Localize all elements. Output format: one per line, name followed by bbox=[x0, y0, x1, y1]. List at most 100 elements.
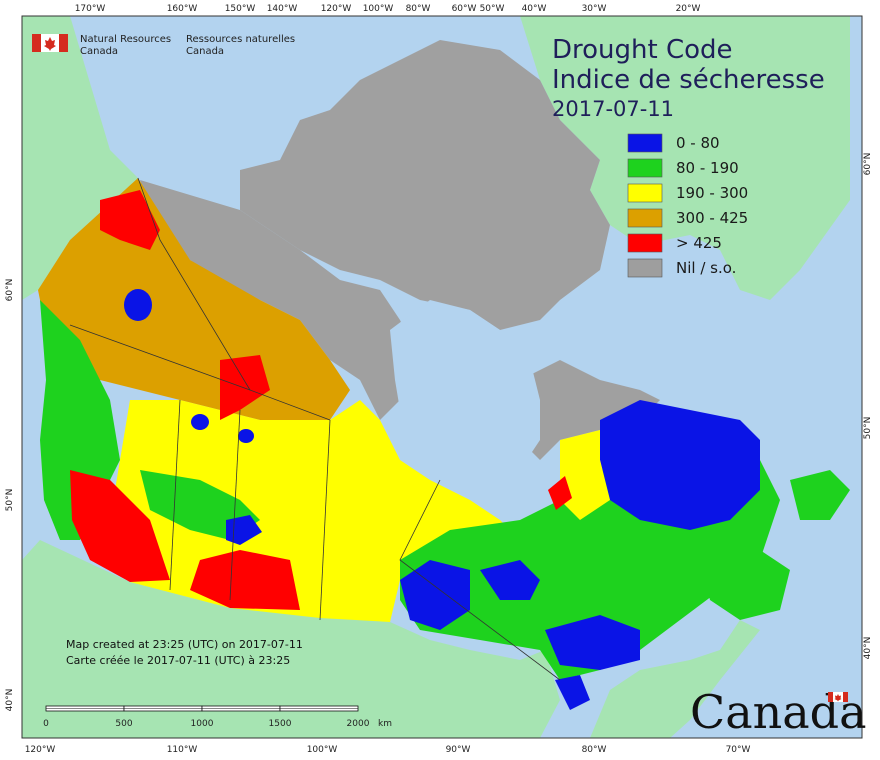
wordmark-leaf-icon bbox=[834, 694, 842, 702]
wordmark-flag bbox=[828, 692, 848, 702]
left-latitude-label: 60°N bbox=[5, 279, 15, 302]
flag-logo bbox=[32, 34, 68, 52]
quebec-blue bbox=[600, 400, 760, 530]
top-longitude-label: 160°W bbox=[167, 4, 198, 14]
wordmark-flag-left bbox=[828, 692, 833, 702]
legend-label: 80 - 190 bbox=[676, 159, 739, 177]
top-longitude-label: 170°W bbox=[75, 4, 106, 14]
left-latitude-label: 50°N bbox=[5, 489, 15, 512]
bc-interior-red bbox=[70, 470, 170, 582]
scale-ticks: 0 500 1000 1500 2000 km bbox=[43, 719, 392, 729]
bottom-longitude-label: 100°W bbox=[307, 745, 338, 755]
flag-left-band bbox=[32, 34, 41, 52]
yukon-blue-spot bbox=[124, 289, 152, 321]
border-yukon-nwt bbox=[137, 177, 251, 391]
james-bay-yellow bbox=[560, 430, 610, 520]
scale-unit: km bbox=[378, 719, 392, 729]
legend-label: 0 - 80 bbox=[676, 134, 720, 152]
title-line2: Indice de sécheresse bbox=[552, 65, 825, 95]
prairie-red bbox=[190, 550, 300, 610]
bottom-longitude-label: 120°W bbox=[25, 745, 56, 755]
scale-tick-label: 1000 bbox=[191, 719, 214, 729]
left-latitude-label: 40°N bbox=[5, 689, 15, 712]
greenland bbox=[520, 16, 850, 300]
alaska bbox=[22, 16, 138, 300]
sask-blue-spot bbox=[238, 429, 254, 443]
top-longitude-label: 20°W bbox=[676, 4, 701, 14]
legend-swatch bbox=[627, 233, 663, 253]
bottom-longitude-label: 110°W bbox=[167, 745, 198, 755]
map-border bbox=[21, 15, 863, 739]
prairie-blue bbox=[226, 515, 262, 545]
title-date: 2017-07-11 bbox=[552, 97, 674, 121]
top-longitude-label: 40°W bbox=[522, 4, 547, 14]
agency-en-line2: Canada bbox=[80, 46, 118, 57]
border-on-qc bbox=[399, 479, 561, 681]
right-latitude-label: 50°N bbox=[863, 417, 873, 440]
legend: 0 - 80 80 - 190 190 - 300 300 - 425 > 425 Nil… bbox=[627, 133, 748, 278]
ontario-blue bbox=[400, 560, 470, 630]
nwt-blue-spot bbox=[191, 414, 209, 430]
provincial-borders bbox=[69, 177, 561, 681]
south-quebec-blue bbox=[545, 615, 640, 670]
top-longitude-label: 120°W bbox=[321, 4, 352, 14]
right-latitude-label: 60°N bbox=[863, 153, 873, 176]
top-longitude-label: 60°W bbox=[452, 4, 477, 14]
legend-swatch bbox=[627, 158, 663, 178]
top-longitude-label: 80°W bbox=[406, 4, 431, 14]
legend-label: 300 - 425 bbox=[676, 209, 748, 227]
newfoundland bbox=[790, 470, 850, 520]
legend-swatch bbox=[627, 183, 663, 203]
border-mb-on bbox=[319, 419, 331, 621]
hudson-bay bbox=[390, 300, 540, 470]
bottom-longitude-label: 70°W bbox=[726, 745, 751, 755]
top-longitude-label: 30°W bbox=[582, 4, 607, 14]
agency-en-line1: Natural Resources bbox=[80, 34, 171, 45]
wordmark-flag-right bbox=[843, 692, 848, 702]
maple-leaf-icon bbox=[44, 37, 56, 51]
top-longitude-label: 140°W bbox=[267, 4, 298, 14]
agency-fr-line1: Ressources naturelles bbox=[186, 34, 295, 45]
great-lakes-blue bbox=[555, 675, 590, 710]
legend-label: > 425 bbox=[676, 234, 722, 252]
maritimes bbox=[700, 550, 790, 620]
scale-tick-label: 500 bbox=[115, 719, 132, 729]
legend-swatch bbox=[627, 208, 663, 228]
ontario-blue-2 bbox=[480, 560, 540, 600]
james-bay-red bbox=[548, 476, 572, 510]
title-line1: Drought Code bbox=[552, 35, 733, 65]
arctic-archipelago bbox=[240, 40, 610, 330]
bottom-longitude-label: 90°W bbox=[446, 745, 471, 755]
right-latitude-label: 40°N bbox=[863, 637, 873, 660]
labrador-nil bbox=[520, 360, 660, 460]
top-longitude-label: 100°W bbox=[363, 4, 394, 14]
northern-bc-red bbox=[100, 190, 160, 250]
united-states bbox=[22, 540, 560, 738]
agency-fr-line2: Canada bbox=[186, 46, 224, 57]
border-ab-sk bbox=[169, 399, 181, 591]
legend-label: Nil / s.o. bbox=[676, 259, 736, 277]
scale-tick-label: 0 bbox=[43, 719, 49, 729]
scale-bar bbox=[45, 705, 359, 712]
northern-mainland-nil bbox=[140, 180, 420, 420]
right-latitude-labels: 60°N 50°N 40°N bbox=[863, 153, 873, 660]
bottom-longitude-label: 80°W bbox=[582, 745, 607, 755]
scale-tick-label: 1500 bbox=[269, 719, 292, 729]
legend-swatch bbox=[627, 258, 663, 278]
border-sk-mb bbox=[229, 409, 241, 601]
united-states-east bbox=[590, 620, 760, 738]
legend-label: 190 - 300 bbox=[676, 184, 748, 202]
created-en: Map created at 23:25 (UTC) on 2017-07-11 bbox=[66, 638, 303, 651]
western-orange bbox=[38, 178, 350, 430]
top-longitude-label: 50°W bbox=[480, 4, 505, 14]
left-latitude-labels: 60°N 50°N 40°N bbox=[5, 279, 15, 712]
flag-right-band bbox=[59, 34, 68, 52]
top-longitude-label: 150°W bbox=[225, 4, 256, 14]
created-fr: Carte créée le 2017-07-11 (UTC) à 23:25 bbox=[66, 654, 290, 667]
legend-swatch bbox=[627, 133, 663, 153]
scale-tick-label: 2000 bbox=[347, 719, 370, 729]
bottom-longitude-labels: 120°W 110°W 100°W 90°W 80°W 70°W bbox=[25, 745, 751, 755]
top-longitude-labels: 170°W 160°W 150°W 140°W 120°W 100°W 80°W 60°W 50… bbox=[75, 4, 701, 14]
manitoba-red bbox=[220, 355, 270, 420]
